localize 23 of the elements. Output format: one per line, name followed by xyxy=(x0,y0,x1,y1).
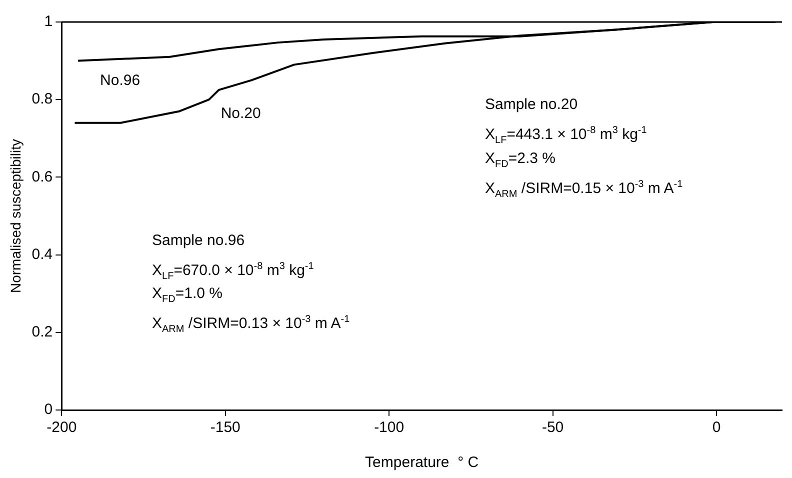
x-tick-label: -200 xyxy=(46,419,77,436)
annotation: X$_{ARM}$ /SIRM=0.15 × 10$^{-3}$ m A$^{-1}$ xyxy=(485,178,683,202)
annotation: X$_{ARM}$ /SIRM=0.13 × 10$^{-3}$ m A$^{-1}$ xyxy=(152,313,350,337)
annotation: Sample no.96 xyxy=(152,232,245,250)
y-tick-label: 0 xyxy=(44,401,53,418)
y-axis-title: Normalised susceptibility xyxy=(7,138,24,294)
annotation: X$_{FD}$=2.3 % xyxy=(485,150,556,172)
annotation: X$_{LF}$=670.0 × 10$^{-8}$ m$^{3}$ kg$^{-1}$ xyxy=(152,260,314,284)
x-axis-title: Temperature ° C xyxy=(365,454,479,472)
annotation: X$_{FD}$=1.0 % xyxy=(152,285,222,307)
series-label: No.20 xyxy=(220,105,261,122)
y-tick-label: 0.6 xyxy=(32,168,53,186)
y-tick-label: 0.8 xyxy=(32,90,53,108)
annotation: X$_{LF}$=443.1 × 10$^{-8}$ m$^{3}$ kg$^{-1}$ xyxy=(485,124,647,148)
y-tick-label: 1 xyxy=(44,13,53,30)
x-tick-label: -150 xyxy=(210,419,240,436)
x-tick-label: -100 xyxy=(374,419,404,436)
y-tick-label: 0.4 xyxy=(32,246,53,263)
series-label: No.96 xyxy=(100,72,140,89)
x-tick-label: 0 xyxy=(712,419,721,436)
y-tick-label: 0.2 xyxy=(32,324,53,341)
x-tick-label: -50 xyxy=(542,419,564,436)
annotation: Sample no.20 xyxy=(485,96,578,114)
